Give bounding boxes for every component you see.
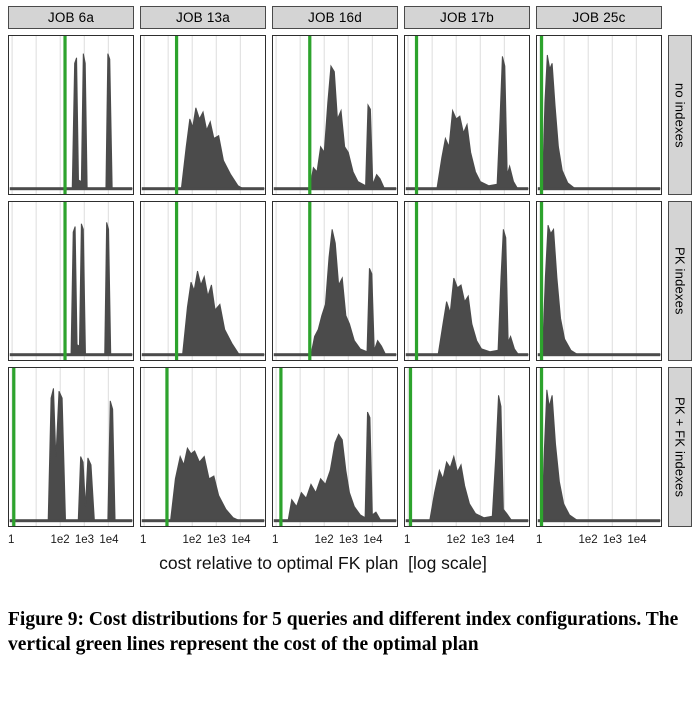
density-baseline <box>141 519 265 523</box>
density-baseline <box>537 353 661 357</box>
facet-strip-job-25c: JOB 25c <box>536 6 662 29</box>
density-panel-17b-pk-fk-indexes <box>404 367 530 527</box>
x-tick-label: 1 <box>403 534 411 546</box>
density-baseline <box>273 353 397 357</box>
density-panel-13a-pk-indexes <box>140 201 266 361</box>
density-curve <box>144 271 265 354</box>
density-baseline <box>9 353 133 357</box>
optimal-plan-line <box>308 36 312 194</box>
density-baseline <box>537 519 661 523</box>
facet-strip-pk-fk-indexes: PK + FK indexes <box>668 367 692 527</box>
x-tick-label: 1e3 <box>74 534 95 546</box>
optimal-plan-line <box>63 202 67 360</box>
x-tick-label: 1e4 <box>363 534 383 546</box>
facet-strip-job-6a: JOB 6a <box>8 6 134 29</box>
optimal-plan-line <box>12 368 16 526</box>
density-panel-25c-pk-indexes <box>536 201 662 361</box>
density-baseline <box>405 519 529 523</box>
density-baseline <box>9 519 133 523</box>
x-tick-label: 1e4 <box>495 534 515 546</box>
x-axis-ticks-col1: 1 1e2 1e3 1e4 <box>8 533 134 550</box>
density-panel-13a-pk-fk-indexes <box>140 367 266 527</box>
x-tick-label: 1e4 <box>627 534 647 546</box>
density-panel-25c-pk-fk-indexes <box>536 367 662 527</box>
x-tick-label: 1 <box>271 534 279 546</box>
x-axis-ticks-col2: 1 1e2 1e3 1e4 <box>140 533 266 550</box>
density-panel-25c-no-indexes <box>536 35 662 195</box>
optimal-plan-line <box>308 202 312 360</box>
density-baseline <box>537 187 661 191</box>
x-tick-label: 1e2 <box>182 534 202 546</box>
density-curve <box>144 448 265 520</box>
density-curve <box>12 54 133 189</box>
density-curve <box>540 390 661 521</box>
density-curve <box>540 225 661 354</box>
density-baseline <box>9 187 133 191</box>
density-panel-13a-no-indexes <box>140 35 266 195</box>
density-panel-6a-pk-fk-indexes <box>8 367 134 527</box>
facet-grid: JOB 6a JOB 13a JOB 16d JOB 17b JOB 25c n… <box>8 6 692 550</box>
optimal-plan-line <box>414 36 419 194</box>
density-baseline <box>141 187 265 191</box>
density-curve <box>12 388 133 520</box>
x-tick-label: 1 <box>7 534 15 546</box>
x-tick-label: 1e3 <box>338 534 359 546</box>
x-tick-label: 1e2 <box>314 534 334 546</box>
x-tick-label: 1e3 <box>470 534 491 546</box>
density-panel-16d-no-indexes <box>272 35 398 195</box>
x-tick-label: 1e2 <box>50 534 70 546</box>
corner-spacer <box>668 533 692 550</box>
density-curve <box>408 56 529 188</box>
density-curve <box>540 55 661 188</box>
facet-strip-job-16d: JOB 16d <box>272 6 398 29</box>
x-axis-ticks-col5: 1 1e2 1e3 1e4 <box>536 533 662 550</box>
facet-strip-job-13a: JOB 13a <box>140 6 266 29</box>
density-curve <box>408 229 529 354</box>
optimal-plan-line <box>539 368 544 526</box>
optimal-plan-line <box>174 36 179 194</box>
optimal-plan-line <box>408 368 413 526</box>
optimal-plan-line <box>174 202 179 360</box>
x-axis-ticks-col4: 1 1e2 1e3 1e4 <box>404 533 530 550</box>
facet-strip-job-17b: JOB 17b <box>404 6 530 29</box>
density-panel-17b-pk-indexes <box>404 201 530 361</box>
optimal-plan-line <box>279 368 283 526</box>
density-panel-6a-pk-indexes <box>8 201 134 361</box>
optimal-plan-line <box>539 36 544 194</box>
density-panel-16d-pk-indexes <box>272 201 398 361</box>
optimal-plan-line <box>63 36 67 194</box>
density-curve <box>144 108 265 189</box>
density-panel-16d-pk-fk-indexes <box>272 367 398 527</box>
figure-9: JOB 6a JOB 13a JOB 16d JOB 17b JOB 25c n… <box>8 6 692 655</box>
density-baseline <box>273 519 397 523</box>
x-tick-label: 1e4 <box>231 534 251 546</box>
x-tick-label: 1e3 <box>206 534 227 546</box>
density-curve <box>12 222 133 354</box>
density-baseline <box>273 187 397 191</box>
figure-caption: Figure 9: Cost distributions for 5 queri… <box>8 609 679 655</box>
density-curve <box>408 395 529 520</box>
x-tick-label: 1e2 <box>446 534 466 546</box>
x-tick-label: 1e2 <box>578 534 598 546</box>
x-tick-label: 1e4 <box>99 534 119 546</box>
optimal-plan-line <box>414 202 419 360</box>
x-tick-label: 1 <box>139 534 147 546</box>
x-tick-label: 1e3 <box>602 534 623 546</box>
corner-spacer <box>668 6 692 29</box>
density-panel-6a-no-indexes <box>8 35 134 195</box>
density-curve <box>276 66 397 188</box>
optimal-plan-line <box>539 202 544 360</box>
density-baseline <box>405 353 529 357</box>
density-curve <box>276 229 397 354</box>
optimal-plan-line <box>165 368 169 526</box>
x-axis-ticks-col3: 1 1e2 1e3 1e4 <box>272 533 398 550</box>
density-panel-17b-no-indexes <box>404 35 530 195</box>
density-baseline <box>141 353 265 357</box>
x-tick-label: 1 <box>535 534 543 546</box>
density-curve <box>276 412 397 520</box>
facet-strip-pk-indexes: PK indexes <box>668 201 692 361</box>
density-baseline <box>405 187 529 191</box>
facet-strip-no-indexes: no indexes <box>668 35 692 195</box>
x-axis-title: cost relative to optimal FK plan [log sc… <box>159 553 487 573</box>
